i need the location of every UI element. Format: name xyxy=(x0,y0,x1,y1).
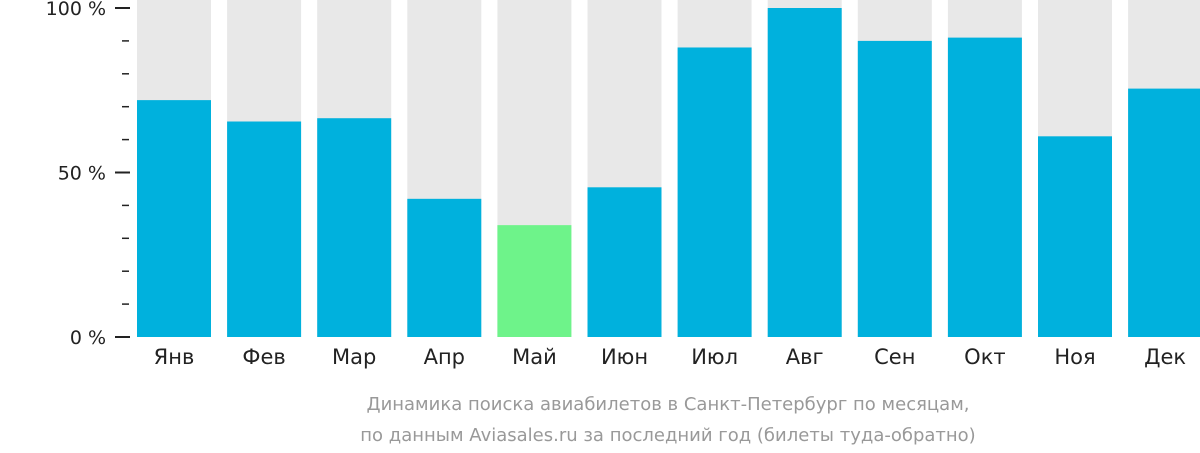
x-tick-label-11: Дек xyxy=(1144,345,1186,369)
y-tick-label-0: 0 % xyxy=(70,327,106,349)
bar-4[interactable] xyxy=(497,225,572,337)
x-tick-label-4: Май xyxy=(512,345,557,369)
bar-10[interactable] xyxy=(1038,136,1112,337)
bar-9[interactable] xyxy=(947,37,1022,338)
x-tick-label-5: Июн xyxy=(601,345,648,369)
data-bars xyxy=(137,8,1200,338)
bar-7[interactable] xyxy=(767,8,842,337)
x-tick-label-8: Сен xyxy=(874,345,915,369)
bar-0[interactable] xyxy=(137,100,211,338)
x-tick-label-0: Янв xyxy=(154,345,195,369)
x-tick-label-3: Апр xyxy=(424,345,465,369)
x-axis: Янв Фев Мар Апр Май Июн Июл Авг Сен Окт Ноя Дек xyxy=(154,345,1186,369)
bar-8[interactable] xyxy=(857,40,932,338)
y-tick-label-2: 100 % xyxy=(46,0,106,20)
y-tick-label-1: 50 % xyxy=(58,163,106,185)
x-tick-label-9: Окт xyxy=(964,345,1005,369)
bar-2[interactable] xyxy=(317,118,392,337)
x-tick-label-10: Ноя xyxy=(1054,345,1095,369)
bar-3[interactable] xyxy=(407,198,482,337)
x-tick-label-6: Июл xyxy=(691,345,738,369)
bar-11[interactable] xyxy=(1128,88,1200,337)
bar-6[interactable] xyxy=(677,47,752,337)
y-axis: 0 % 50 % 100 % xyxy=(46,0,130,349)
x-tick-label-1: Фев xyxy=(242,345,285,369)
x-tick-label-7: Авг xyxy=(786,345,824,369)
x-tick-label-2: Мар xyxy=(332,345,376,369)
bar-1[interactable] xyxy=(227,121,302,337)
chart-caption-line-2: по данным Aviasales.ru за последний год … xyxy=(360,425,975,446)
bar-5[interactable] xyxy=(587,187,662,337)
chart-caption-line-1: Динамика поиска авиабилетов в Санкт-Пете… xyxy=(367,394,970,415)
